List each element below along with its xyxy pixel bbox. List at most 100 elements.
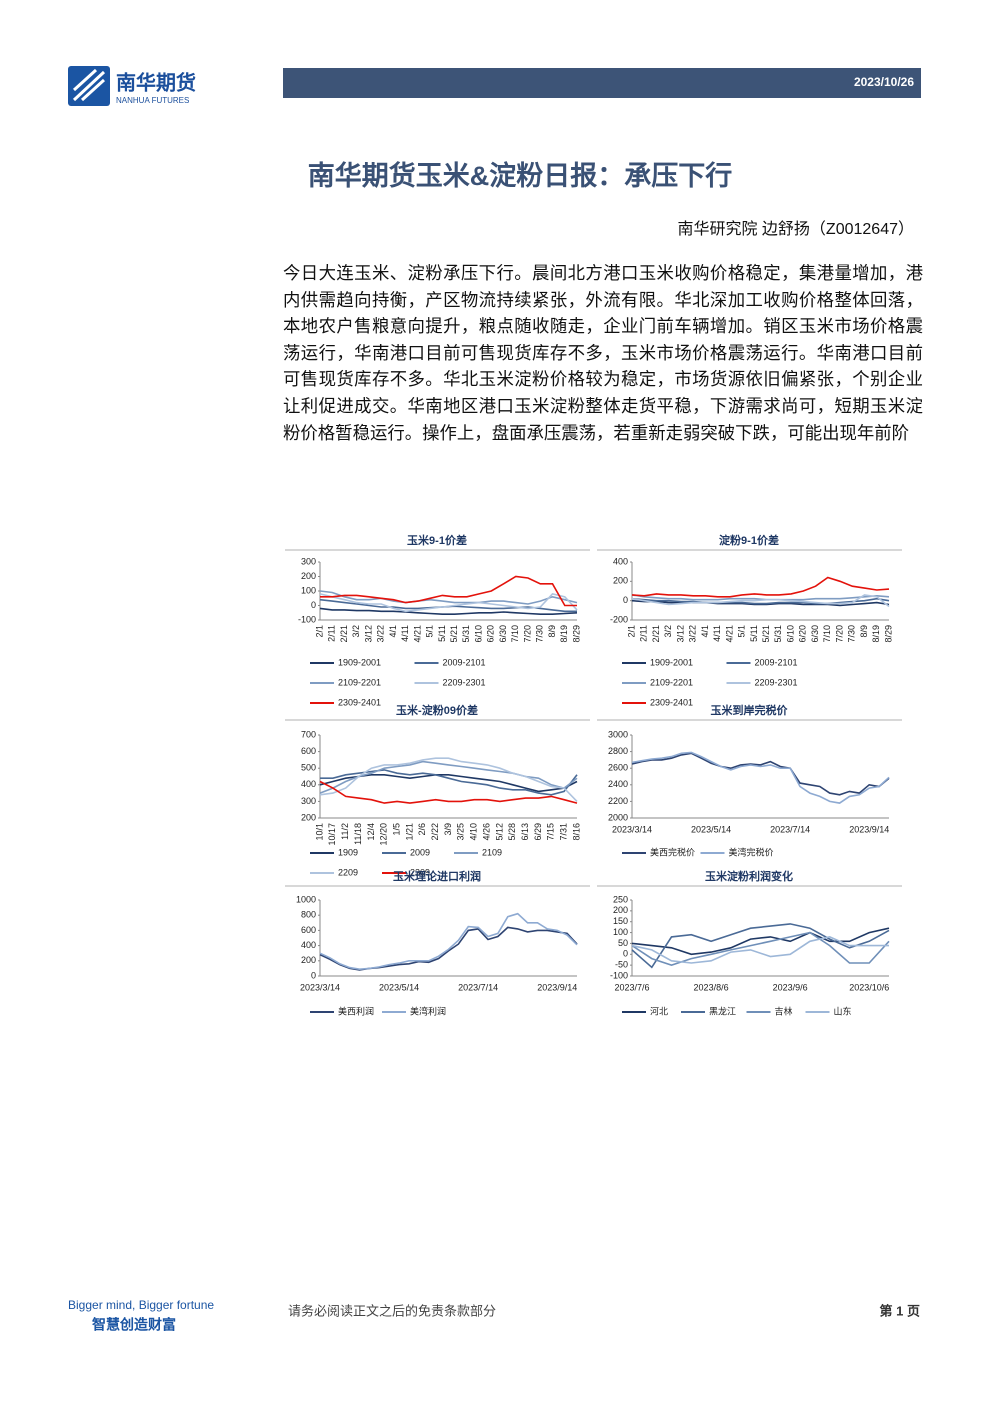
chart-title: 玉米淀粉利润变化: [705, 869, 793, 883]
x-tick-label: 6/30: [498, 625, 508, 643]
x-tick-label: 3/9: [443, 823, 453, 836]
slogan-cn: 智慧创造财富: [91, 1317, 176, 1333]
y-tick-label: 1000: [296, 894, 316, 904]
x-tick-label: 2023/9/14: [849, 824, 889, 834]
x-tick-label: 8/29: [883, 625, 893, 643]
x-tick-label: 2023/9/14: [537, 982, 577, 992]
x-tick-label: 2023/8/6: [694, 982, 729, 992]
legend-label: 2309-2401: [338, 697, 381, 707]
legend-label: 2209-2301: [443, 677, 486, 687]
x-tick-label: 7/10: [822, 625, 832, 643]
x-tick-label: 8/19: [559, 625, 569, 643]
x-tick-label: 2023/7/6: [614, 982, 649, 992]
x-tick-label: 8/9: [859, 625, 869, 638]
x-tick-label: 2/22: [430, 823, 440, 841]
y-tick-label: 800: [301, 910, 316, 920]
x-tick-label: 3/22: [688, 625, 698, 643]
y-tick-label: 300: [301, 556, 316, 566]
slogan-en: Bigger mind, Bigger fortune: [68, 1298, 214, 1312]
logo-name: 南华期货: [116, 70, 196, 94]
x-tick-label: 2/21: [339, 625, 349, 643]
legend-label: 2009-2101: [443, 657, 486, 667]
x-tick-label: 6/13: [520, 823, 530, 841]
y-tick-label: 250: [613, 894, 628, 904]
y-tick-label: 200: [301, 812, 316, 822]
series-line: [631, 923, 890, 969]
x-tick-label: 2023/3/14: [612, 824, 652, 834]
legend-label: 美西完税价: [650, 846, 695, 857]
legend-label: 2209-2301: [755, 677, 798, 687]
x-tick-label: 3/2: [351, 625, 361, 638]
y-tick-label: 2400: [608, 779, 628, 789]
x-tick-label: 5/11: [437, 625, 447, 642]
series-line: [631, 576, 890, 598]
x-tick-label: 10/17: [327, 823, 337, 846]
legend-label: 2109-2201: [338, 677, 381, 687]
x-tick-label: 2/1: [626, 625, 636, 638]
disclaimer: 请务必阅读正文之后的免责条款部分: [288, 1303, 496, 1318]
series-line: [631, 599, 890, 607]
y-tick-label: 0: [623, 949, 628, 959]
x-tick-label: 4/1: [700, 625, 710, 638]
legend-label: 吉林: [775, 1005, 793, 1016]
x-tick-label: 12/20: [379, 823, 389, 846]
x-tick-label: 2023/9/6: [773, 982, 808, 992]
series-line: [631, 927, 890, 956]
series-line: [319, 593, 578, 613]
series-line: [631, 931, 890, 966]
legend-label: 美湾完税价: [729, 846, 774, 857]
legend-label: 2109-2201: [650, 677, 693, 687]
y-tick-label: 200: [613, 905, 628, 915]
legend-label: 2009: [410, 847, 430, 857]
y-tick-label: -100: [610, 970, 628, 980]
report-date: 2023/10/26: [854, 75, 914, 89]
y-tick-label: 50: [618, 938, 628, 948]
series-line: [631, 751, 890, 804]
y-tick-label: -50: [615, 960, 628, 970]
legend-label: 2009-2101: [755, 657, 798, 667]
x-tick-label: 2/6: [417, 823, 427, 836]
legend-label: 2109: [482, 847, 502, 857]
series-line: [319, 780, 578, 804]
y-tick-label: 100: [301, 585, 316, 595]
x-tick-label: 4/21: [724, 625, 734, 643]
y-tick-label: 2800: [608, 746, 628, 756]
y-tick-label: 0: [311, 970, 316, 980]
x-tick-label: 7/31: [559, 823, 569, 841]
x-tick-label: 4/21: [412, 625, 422, 643]
x-tick-label: 7/10: [510, 625, 520, 643]
y-tick-label: 200: [613, 576, 628, 586]
x-tick-label: 8/19: [871, 625, 881, 643]
author: 南华研究院 边舒扬（Z0012647）: [677, 220, 914, 238]
x-tick-label: 6/30: [810, 625, 820, 643]
y-tick-label: 400: [301, 940, 316, 950]
x-tick-label: 5/11: [749, 625, 759, 642]
x-tick-label: 5/12: [494, 823, 504, 841]
x-tick-label: 3/12: [675, 625, 685, 643]
chart-title: 淀粉9-1价差: [719, 533, 779, 547]
x-tick-label: 2/21: [651, 625, 661, 643]
y-tick-label: -100: [298, 614, 316, 624]
legend-label: 2309: [410, 867, 430, 877]
x-tick-label: 5/28: [507, 823, 517, 841]
x-tick-label: 3/22: [376, 625, 386, 643]
legend-label: 黑龙江: [709, 1005, 736, 1016]
y-tick-label: -200: [610, 614, 628, 624]
x-tick-label: 3/2: [663, 625, 673, 638]
logo-stripes: [72, 68, 106, 102]
series-line: [319, 760, 578, 794]
x-tick-label: 8/29: [571, 625, 581, 643]
series-line: [319, 912, 578, 971]
y-tick-label: 0: [623, 595, 628, 605]
body-text: 今日大连玉米、淀粉承压下行。晨间北方港口玉米收购价格稳定，集港量增加，港内供需趋…: [283, 263, 923, 443]
x-tick-label: 7/30: [535, 625, 545, 643]
y-tick-label: 2600: [608, 763, 628, 773]
x-tick-label: 5/21: [449, 625, 459, 643]
x-tick-label: 2023/5/14: [691, 824, 731, 834]
x-tick-label: 2/11: [327, 625, 337, 642]
x-tick-label: 4/11: [400, 625, 410, 642]
y-tick-label: 600: [301, 925, 316, 935]
x-tick-label: 10/1: [314, 823, 324, 841]
